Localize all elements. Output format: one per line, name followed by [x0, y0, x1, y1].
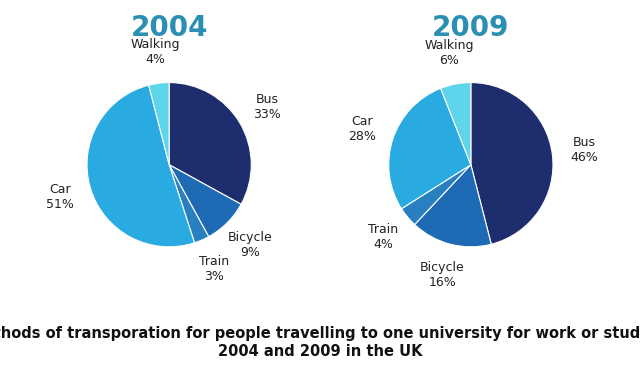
Text: Train
3%: Train 3% [200, 255, 230, 283]
Wedge shape [148, 83, 169, 165]
Wedge shape [169, 165, 209, 243]
Wedge shape [87, 85, 195, 247]
Text: Bicycle
9%: Bicycle 9% [227, 231, 272, 259]
Text: Bus
33%: Bus 33% [253, 93, 281, 121]
Text: Bus
46%: Bus 46% [570, 137, 598, 164]
Wedge shape [388, 88, 471, 209]
Text: Bicycle
16%: Bicycle 16% [420, 261, 465, 289]
Text: Methods of transporation for people travelling to one university for work or stu: Methods of transporation for people trav… [0, 326, 640, 359]
Title: 2004: 2004 [131, 14, 208, 42]
Text: Walking
6%: Walking 6% [425, 39, 474, 67]
Wedge shape [169, 165, 241, 237]
Text: Train
4%: Train 4% [368, 223, 398, 251]
Wedge shape [471, 83, 553, 244]
Text: Car
51%: Car 51% [45, 183, 74, 210]
Wedge shape [440, 83, 471, 165]
Wedge shape [415, 165, 492, 247]
Text: Car
28%: Car 28% [349, 115, 376, 143]
Wedge shape [169, 83, 252, 204]
Title: 2009: 2009 [432, 14, 509, 42]
Text: Walking
4%: Walking 4% [130, 38, 180, 66]
Wedge shape [401, 165, 471, 225]
